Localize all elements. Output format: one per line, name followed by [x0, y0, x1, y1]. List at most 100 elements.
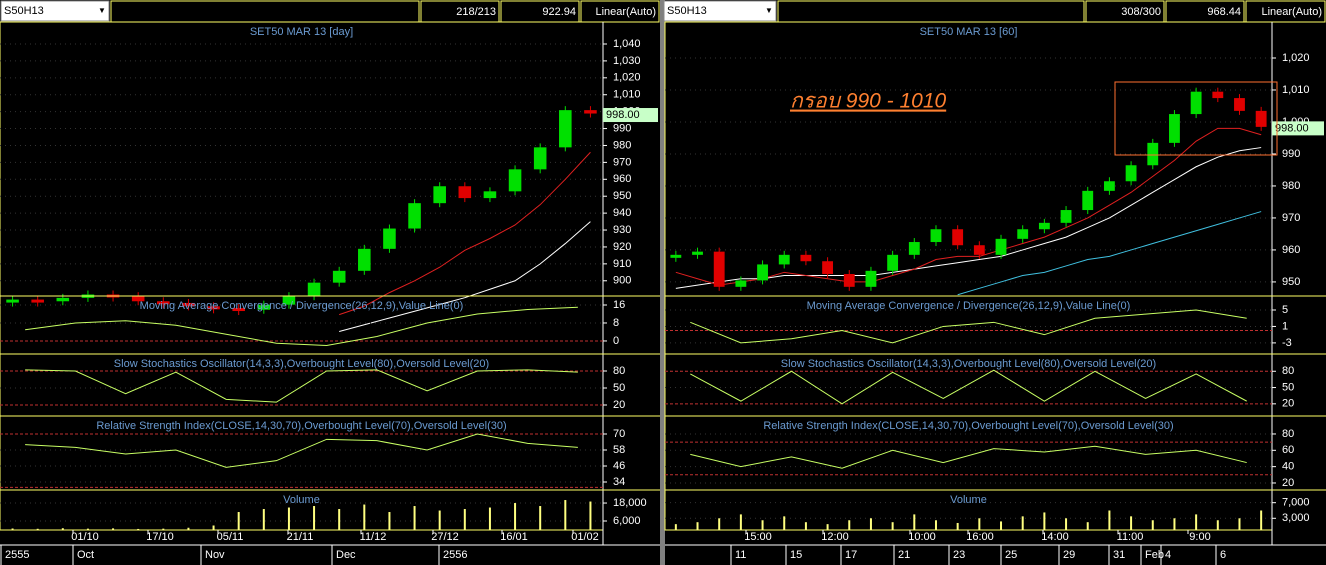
- x-label: 01/02: [571, 531, 599, 543]
- candle: [483, 191, 497, 199]
- y-tick-label: 60: [1282, 444, 1294, 456]
- candle: [908, 242, 920, 255]
- x-label: 10:00: [908, 531, 936, 543]
- y-tick-label: 34: [613, 476, 625, 488]
- x-label-bottom: Nov: [205, 549, 225, 561]
- annotation: กรอบ 990 - 1010: [790, 90, 947, 113]
- x-label: 01/10: [71, 531, 99, 543]
- y-tick-label: 970: [613, 156, 631, 168]
- y-tick-label: 990: [1282, 148, 1300, 160]
- moving-average: [957, 211, 1262, 296]
- candle: [1190, 91, 1202, 115]
- y-tick-label: 0: [613, 335, 619, 347]
- x-label-bottom: Feb: [1145, 549, 1164, 561]
- current-price-box: [603, 108, 658, 123]
- current-price-box: [1272, 121, 1324, 136]
- y-tick-label: 1,030: [613, 55, 641, 67]
- y-tick-label: 980: [1282, 180, 1300, 192]
- candle: [930, 229, 942, 243]
- x-label: 14:00: [1041, 531, 1069, 543]
- candle: [1082, 190, 1094, 211]
- candle: [800, 254, 812, 262]
- candle: [1125, 165, 1137, 182]
- candle: [408, 203, 421, 229]
- symbol-box[interactable]: [0, 0, 110, 22]
- header-scale: Linear(Auto): [595, 6, 656, 18]
- indicator-line: [25, 306, 578, 346]
- y-tick-label: 80: [1282, 365, 1294, 377]
- candle: [1147, 142, 1159, 166]
- candle: [843, 274, 855, 287]
- candle: [1234, 98, 1245, 111]
- candle: [307, 282, 321, 297]
- candle: [1103, 181, 1115, 191]
- header-last: 922.94: [542, 6, 576, 18]
- x-label: 9:00: [1189, 531, 1210, 543]
- x-label-bottom: 23: [953, 549, 965, 561]
- x-label: 12:00: [821, 531, 849, 543]
- y-tick-label: 20: [613, 399, 625, 411]
- y-tick-label: 80: [1282, 428, 1294, 440]
- y-tick-label: 50: [613, 382, 625, 394]
- plot: [665, 57, 1272, 530]
- header-count: 218/213: [456, 6, 496, 18]
- x-label: 05/11: [217, 531, 244, 543]
- y-tick-label: 20: [1282, 477, 1294, 489]
- x-label: 16/01: [500, 531, 528, 543]
- y-tick-label: 5: [1282, 304, 1288, 316]
- y-tick-label: 910: [613, 258, 631, 270]
- y-tick-label: 46: [613, 460, 625, 472]
- y-tick-label: 18,000: [613, 497, 647, 509]
- y-tick-label: 1,020: [613, 72, 641, 84]
- pane-title: SET50 MAR 13 [day]: [250, 26, 353, 38]
- pane-title: Volume: [950, 494, 987, 506]
- candle: [887, 254, 899, 271]
- x-label-bottom: 25: [1005, 549, 1017, 561]
- x-label-bottom: 6: [1220, 549, 1226, 561]
- splitter: [660, 0, 665, 565]
- x-label-bottom: 2556: [443, 549, 467, 561]
- pane-title: Volume: [283, 494, 320, 506]
- candle: [257, 304, 271, 310]
- header-last: 968.44: [1207, 6, 1241, 18]
- pane-title: Relative Strength Index(CLOSE,14,30,70),…: [96, 420, 506, 432]
- y-tick-label: 970: [1282, 212, 1300, 224]
- dropdown-arrow: ▼: [98, 6, 106, 15]
- y-tick-label: 58: [613, 444, 625, 456]
- candle: [865, 270, 877, 287]
- candle: [692, 251, 703, 255]
- candle: [56, 297, 70, 302]
- current-price: 998.00: [606, 109, 640, 121]
- x-label-bottom: 2555: [5, 549, 29, 561]
- y-tick-label: 50: [1282, 381, 1294, 393]
- dropdown-arrow: ▼: [765, 6, 773, 15]
- candle: [1060, 210, 1072, 223]
- x-label-bottom: 21: [898, 549, 910, 561]
- x-label-bottom: Oct: [77, 549, 94, 561]
- candle: [31, 299, 44, 303]
- current-price: 998.00: [1275, 122, 1309, 134]
- pane-title: Slow Stochastics Oscillator(14,3,3),Over…: [114, 358, 489, 370]
- y-tick-label: 70: [613, 428, 625, 440]
- symbol-box[interactable]: [663, 0, 777, 22]
- candle: [232, 308, 245, 312]
- y-tick-label: 1,010: [613, 89, 641, 101]
- x-label: 21/11: [287, 531, 314, 543]
- pane-title: Relative Strength Index(CLOSE,14,30,70),…: [763, 420, 1173, 432]
- y-tick-label: 1,040: [613, 38, 641, 50]
- candle: [332, 270, 346, 283]
- y-tick-label: -3: [1282, 337, 1292, 349]
- indicator-line: [690, 309, 1247, 344]
- candle: [533, 147, 547, 170]
- candle: [157, 301, 170, 305]
- header-scale: Linear(Auto): [1261, 6, 1322, 18]
- symbol: S50H13: [4, 5, 44, 17]
- indicator-line: [25, 369, 578, 403]
- moving-average: [339, 151, 591, 316]
- y-tick-label: 6,000: [613, 515, 641, 527]
- header-count: 308/300: [1121, 6, 1161, 18]
- pane-title: Slow Stochastics Oscillator(14,3,3),Over…: [781, 358, 1156, 370]
- plot: [0, 43, 603, 530]
- candle: [1255, 110, 1267, 127]
- candle: [282, 296, 296, 305]
